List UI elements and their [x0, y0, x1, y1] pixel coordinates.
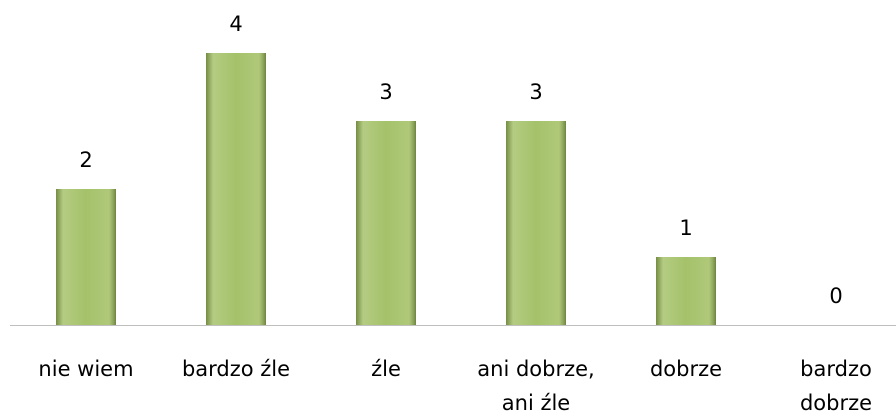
x-tick-label: bardzo źle — [181, 357, 291, 381]
bar — [206, 53, 266, 325]
bar — [56, 189, 116, 325]
bar — [656, 257, 716, 325]
data-label: 3 — [529, 80, 542, 104]
x-tick-label: bardzo dobrze — [799, 357, 873, 415]
x-tick-label: nie wiem — [38, 357, 134, 381]
data-label: 2 — [79, 148, 92, 172]
bar-shade — [356, 121, 416, 325]
bar-shade — [206, 53, 266, 325]
bar-shade — [506, 121, 566, 325]
x-tick-label: źle — [371, 357, 401, 381]
data-label: 3 — [379, 80, 392, 104]
bar-shade — [656, 257, 716, 325]
bar-shade — [56, 189, 116, 325]
x-tick-label: ani dobrze, ani źle — [477, 357, 595, 415]
data-label: 1 — [679, 216, 692, 240]
data-label: 4 — [229, 12, 242, 36]
bar — [356, 121, 416, 325]
x-tick-label: dobrze — [649, 357, 723, 381]
bar — [506, 121, 566, 325]
data-label: 0 — [829, 284, 842, 308]
